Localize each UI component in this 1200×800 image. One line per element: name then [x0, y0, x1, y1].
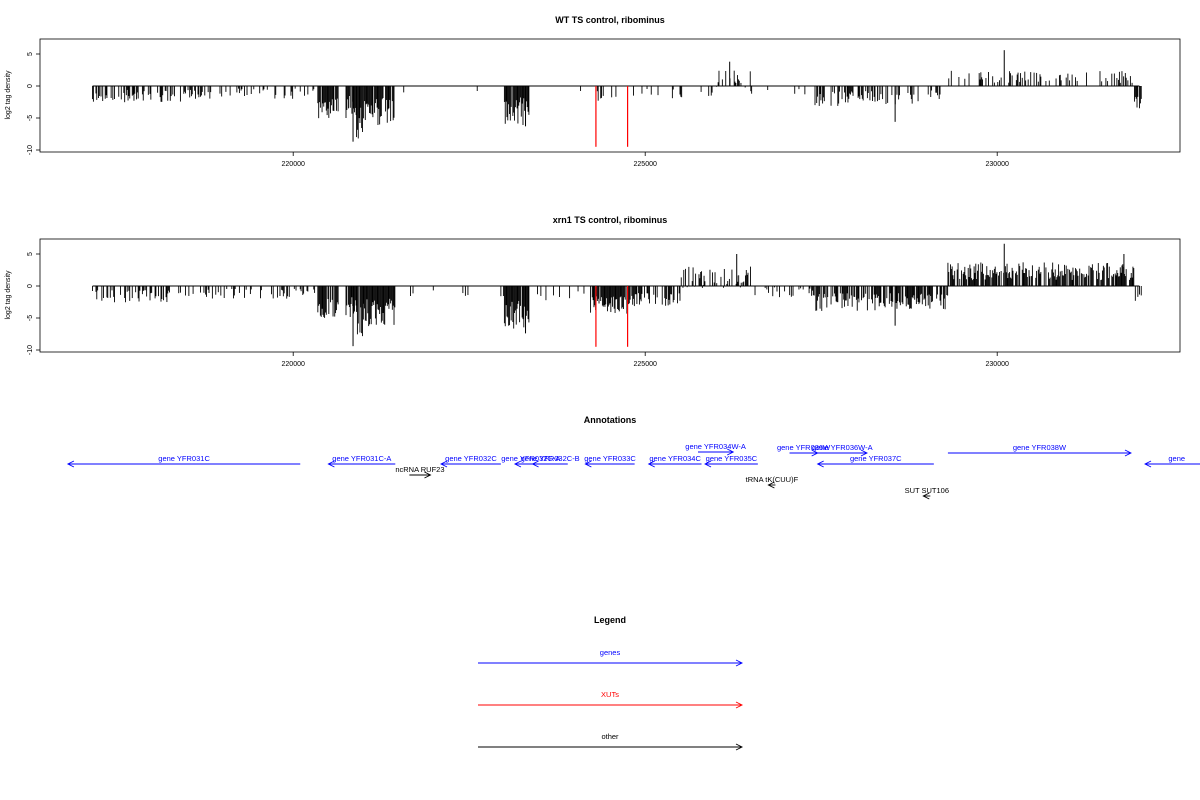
y-tick-label: -10: [27, 345, 34, 355]
feature-arrow-head: [584, 460, 592, 468]
annotations-track: Annotations gene YFR031C gene YFR031C-A nc…: [66, 415, 1200, 500]
feature-arrow-head: [440, 460, 448, 468]
x-tick-label: 230000: [986, 361, 1009, 368]
feature-label: gene YFR034C: [649, 454, 701, 463]
wt-density-panel: WT TS control, ribominus log2 tag densit…: [5, 15, 1181, 168]
legend-item-other: other: [478, 732, 744, 751]
feature-gene-yfr031c-a: gene YFR031C-A: [327, 454, 396, 468]
feature-sut-sut106: SUT SUT106: [905, 486, 949, 500]
legend-item-label: genes: [600, 648, 621, 657]
legend-item-xuts: XUTs: [478, 690, 744, 709]
feature-gene-yfr033c: gene YFR033C: [584, 454, 636, 468]
feature-label: gene: [1168, 454, 1185, 463]
feature-label: gene YFR038W: [1013, 443, 1067, 452]
plot-frame: [39, 38, 1181, 153]
annotations-title: Annotations: [584, 415, 637, 425]
feature-arrow-head: [327, 460, 335, 468]
axes: -10 -5 0 5 220000 225000 230000: [27, 52, 1009, 168]
legend-arrow-head: [735, 701, 744, 709]
legend-items: genes XUTs other: [478, 648, 744, 751]
feature-arrow-head: [816, 460, 824, 468]
xrn1-density-panel: xrn1 TS control, ribominus log2 tag dens…: [5, 215, 1181, 368]
feature-gene: gene: [1144, 454, 1200, 468]
feature-arrow-head: [1124, 449, 1132, 457]
feature-label: gene YFR032C-B: [521, 454, 580, 463]
legend-item-label: XUTs: [601, 690, 619, 699]
feature-gene-yfr031c: gene YFR031C: [66, 454, 301, 468]
feature-arrow-head: [647, 460, 655, 468]
density-bars: [92, 50, 1142, 142]
feature-arrow-head: [922, 492, 930, 500]
y-tick-label: -10: [27, 145, 34, 155]
feature-label: gene YFR032C: [445, 454, 497, 463]
feature-arrow-head: [424, 471, 432, 479]
feature-gene-yfr036w-a: gene YFR036W-A: [812, 443, 873, 457]
panel-title: WT TS control, ribominus: [555, 15, 665, 25]
panel-title: xrn1 TS control, ribominus: [553, 215, 668, 225]
legend-item-label: other: [601, 732, 619, 741]
plot-frame: [39, 238, 1181, 353]
feature-label: SUT SUT106: [905, 486, 949, 495]
y-tick-label: -5: [27, 115, 34, 121]
feature-label: gene YFR036W-A: [812, 443, 873, 452]
x-tick-label: 225000: [634, 161, 657, 168]
feature-gene-yfr032c-b: gene YFR032C-B: [521, 454, 580, 468]
legend: Legend genes XUTs other: [478, 615, 744, 751]
feature-label: gene YFR036W: [777, 443, 831, 452]
feature-arrow-head: [726, 448, 735, 456]
feature-arrow-head: [66, 460, 75, 468]
feature-label: gene YFR035C: [706, 454, 758, 463]
feature-arrow-head: [1144, 460, 1152, 468]
feature-gene-yfr034c: gene YFR034C: [647, 454, 702, 468]
feature-label: gene YFR033C: [584, 454, 636, 463]
feature-label: gene YFR031C-A: [332, 454, 391, 463]
feature-label: ncRNA RUF23: [395, 465, 444, 474]
feature-gene-yfr035c: gene YFR035C: [704, 454, 758, 468]
legend-title: Legend: [594, 615, 626, 625]
density-bars: [92, 243, 1142, 347]
y-tick-label: 5: [27, 52, 34, 56]
feature-ncrna-ruf23: ncRNA RUF23: [395, 465, 445, 479]
feature-label: gene YFR034W-A: [685, 442, 746, 451]
feature-label: gene YFR037C: [850, 454, 902, 463]
y-tick-label: 0: [27, 284, 34, 288]
y-tick-label: 5: [27, 252, 34, 256]
feature-arrow-head: [513, 460, 522, 468]
y-tick-label: 0: [27, 84, 34, 88]
feature-trna-tk-cuu-f: tRNA tK(CUU)F: [746, 475, 799, 489]
x-tick-label: 220000: [282, 361, 305, 368]
feature-arrow-head: [531, 460, 539, 468]
feature-label: tRNA tK(CUU)F: [746, 475, 799, 484]
feature-gene-yfr038w: gene YFR038W: [947, 443, 1132, 457]
feature-gene-yfr037c: gene YFR037C: [816, 454, 934, 468]
x-tick-label: 230000: [986, 161, 1009, 168]
legend-item-genes: genes: [478, 648, 744, 667]
y-axis-label: log2 tag density: [5, 270, 12, 320]
axes: -10 -5 0 5 220000 225000 230000: [27, 252, 1009, 368]
feature-arrow-head: [860, 449, 868, 457]
xut-highlights: [595, 286, 629, 347]
legend-arrow-head: [735, 659, 744, 667]
feature-arrow-head: [767, 481, 775, 489]
feature-arrow-head: [704, 460, 712, 468]
feature-gene-yfr034w-a: gene YFR034W-A: [685, 442, 746, 456]
feature-label: gene YFR031C: [158, 454, 210, 463]
x-tick-label: 220000: [282, 161, 305, 168]
legend-arrow-head: [735, 743, 744, 751]
y-tick-label: -5: [27, 315, 34, 321]
x-tick-label: 225000: [634, 361, 657, 368]
y-axis-label: log2 tag density: [5, 70, 12, 120]
feature-label: gene YFR032C-A: [501, 454, 560, 463]
xut-highlights: [595, 86, 629, 147]
feature-gene-yfr032c: gene YFR032C: [440, 454, 501, 468]
